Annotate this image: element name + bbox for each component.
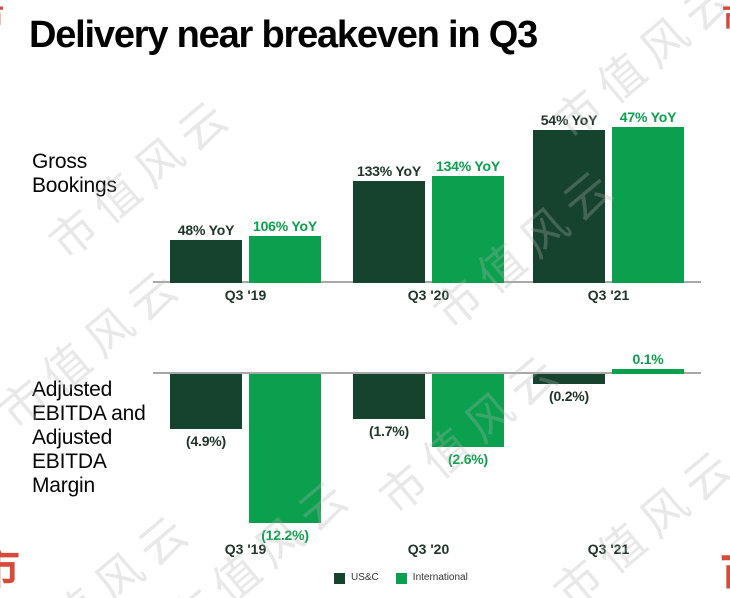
watermark-red-fragment: 市 [0,548,20,592]
bar-value-label: (2.6%) [447,451,489,467]
x-tick-label: Q3 '19 [224,541,267,557]
watermark-text: 市值风云 [544,435,730,598]
bar-usc-319 [170,240,242,283]
legend-item-international: International [395,572,468,584]
watermark-red-fragment: 市 [722,2,730,34]
bar-usc-321 [533,130,605,283]
legend-label: International [412,572,468,583]
legend: US&C International [334,572,485,584]
legend-item-usc: US&C [334,572,379,584]
bar-value-label: 48% YoY [177,222,235,238]
bar-international-321 [612,369,684,374]
bar-international-319 [249,236,321,283]
x-tick-label: Q3 '21 [587,287,630,303]
bar-usc-320 [353,374,425,419]
legend-swatch-usc [334,572,345,584]
bar-international-319 [249,374,321,523]
legend-label: US&C [351,572,379,583]
bar-value-label: 47% YoY [619,109,677,125]
bar-value-label: (4.9%) [185,433,227,449]
bar-value-label: 0.1% [632,351,664,367]
bar-value-label: 54% YoY [540,112,598,128]
bar-value-label: 133% YoY [356,163,422,179]
bar-international-320 [432,176,504,283]
bar-value-label: 134% YoY [435,158,501,174]
x-tick-label: Q3 '21 [587,541,630,557]
adjusted-ebitda-section-label: Adjusted EBITDA and Adjusted EBITDA Marg… [32,378,146,497]
bar-value-label: (12.2%) [261,527,309,543]
adjusted-ebitda-x-axis-line [153,372,701,374]
x-tick-label: Q3 '20 [407,541,450,557]
bar-usc-321 [533,374,605,384]
bar-usc-319 [170,374,242,429]
bar-value-label: (1.7%) [368,423,410,439]
watermark-red-fragment: 市 [720,550,730,598]
x-tick-label: Q3 '20 [407,287,450,303]
watermark-red-fragment: 市 [0,4,4,34]
gross-bookings-x-axis-line [153,281,701,283]
watermark-text: 市值风云 [0,500,205,598]
page-title: Delivery near breakeven in Q3 [29,14,538,56]
bar-international-321 [612,127,684,283]
legend-swatch-international [395,572,407,584]
bar-international-320 [432,374,504,447]
bar-usc-320 [353,181,425,283]
bar-value-label: (0.2%) [548,388,590,404]
bar-value-label: 106% YoY [252,218,318,234]
gross-bookings-section-label: Gross Bookings [32,150,117,197]
x-tick-label: Q3 '19 [224,287,267,303]
